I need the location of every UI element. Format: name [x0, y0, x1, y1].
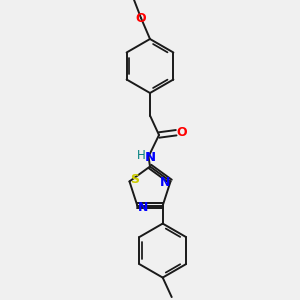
Text: N: N — [144, 151, 156, 164]
Text: S: S — [130, 173, 140, 186]
Text: O: O — [136, 11, 146, 25]
Text: N: N — [137, 201, 148, 214]
Text: O: O — [176, 125, 187, 139]
Text: N: N — [160, 176, 170, 189]
Text: H: H — [136, 148, 146, 162]
